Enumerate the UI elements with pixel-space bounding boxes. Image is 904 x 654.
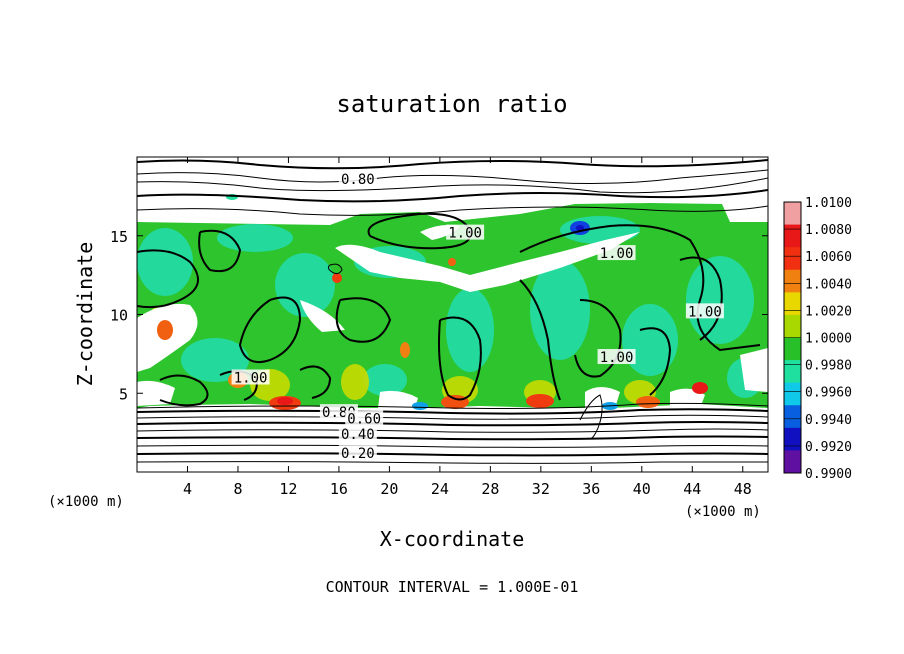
x-tick-label: 44 bbox=[683, 480, 701, 498]
colorbar-swatch bbox=[784, 405, 801, 429]
contour-lines bbox=[137, 159, 768, 464]
x-axis-ticks: 4 8 12 16 20 24 28 32 36 40 44 48 bbox=[183, 157, 752, 498]
colorbar-swatch bbox=[784, 450, 801, 474]
colorbar-label: 1.0080 bbox=[805, 223, 852, 238]
contour-label-bg bbox=[345, 410, 384, 426]
colorbar-label: 0.9900 bbox=[805, 467, 852, 482]
white-subsaturated-regions bbox=[137, 224, 768, 408]
colorbar-swatch bbox=[784, 427, 801, 451]
colorbar-label: 1.0100 bbox=[805, 196, 852, 211]
x-tick-label: 4 bbox=[183, 480, 192, 498]
x-tick-label: 16 bbox=[330, 480, 348, 498]
colorbar-swatch bbox=[784, 360, 801, 384]
colorbar-label: 1.0060 bbox=[805, 250, 852, 265]
x-axis-label: X-coordinate bbox=[380, 527, 525, 551]
contour-label: 1.00 bbox=[688, 304, 722, 320]
colorbar-swatch bbox=[784, 314, 801, 338]
colorbar-swatch bbox=[784, 224, 801, 248]
y-tick-label: 10 bbox=[110, 307, 128, 325]
colorbar-swatch bbox=[784, 382, 801, 406]
contour-label: 1.00 bbox=[448, 226, 482, 242]
colorbar-label: 0.9980 bbox=[805, 359, 852, 374]
y-tick-label: 5 bbox=[119, 385, 128, 403]
contour-labels: 0.801.001.001.001.001.000.800.600.400.20 bbox=[231, 171, 724, 462]
y-axis-ticks: 5 10 15 bbox=[110, 228, 768, 403]
colorbar-label: 0.9940 bbox=[805, 413, 852, 428]
y-axis-label: Z-coordinate bbox=[73, 242, 97, 387]
colorbar-swatch bbox=[784, 269, 801, 293]
x-tick-label: 8 bbox=[233, 480, 242, 498]
x-tick-label: 24 bbox=[431, 480, 449, 498]
contour-label: 0.20 bbox=[341, 446, 375, 462]
colorbar-label: 0.9960 bbox=[805, 386, 852, 401]
colorbar-swatch bbox=[784, 202, 801, 226]
contour-label: 1.00 bbox=[600, 350, 634, 366]
y-tick-label: 15 bbox=[110, 228, 128, 246]
contour-label: 0.40 bbox=[341, 427, 375, 443]
contour-label: 1.00 bbox=[234, 371, 268, 387]
x-axis-unit-right: (×1000 m) bbox=[685, 504, 761, 520]
x-tick-label: 48 bbox=[734, 480, 752, 498]
contour-label: 0.80 bbox=[341, 172, 375, 188]
colorbar: 1.0100 1.0080 1.0060 1.0040 1.0020 1.0000 0.99… bbox=[783, 196, 852, 482]
x-tick-label: 12 bbox=[279, 480, 297, 498]
x-tick-label: 32 bbox=[532, 480, 550, 498]
contour-label-bg bbox=[685, 303, 724, 319]
contour-label: 1.00 bbox=[600, 246, 634, 262]
colorbar-swatch bbox=[784, 292, 801, 316]
contour-label: 0.60 bbox=[347, 411, 381, 427]
contour-label-bg bbox=[597, 245, 636, 261]
colorbar-label: 1.0000 bbox=[805, 332, 852, 347]
x-axis-unit: (×1000 m) bbox=[48, 494, 124, 510]
x-tick-label: 28 bbox=[481, 480, 499, 498]
contour-label-bg bbox=[338, 426, 377, 442]
plot-area: 0.801.001.001.001.001.000.800.600.400.20 bbox=[137, 157, 768, 472]
contour-interval-note: CONTOUR INTERVAL = 1.000E-01 bbox=[326, 578, 579, 596]
colorbar-label: 1.0020 bbox=[805, 304, 852, 319]
colorbar-swatch bbox=[784, 247, 801, 271]
colorbar-label: 1.0040 bbox=[805, 277, 852, 292]
x-tick-label: 36 bbox=[582, 480, 600, 498]
contour-label-bg bbox=[597, 349, 636, 365]
x-tick-label: 40 bbox=[633, 480, 651, 498]
colorbar-swatch bbox=[784, 337, 801, 361]
contour-label-bg bbox=[338, 171, 377, 187]
colorbar-label: 0.9920 bbox=[805, 440, 852, 455]
contour-label-bg bbox=[446, 224, 485, 240]
contour-label-bg bbox=[338, 445, 377, 461]
chart-title: saturation ratio bbox=[336, 90, 567, 118]
x-tick-label: 20 bbox=[380, 480, 398, 498]
contour-label-bg bbox=[231, 369, 270, 385]
